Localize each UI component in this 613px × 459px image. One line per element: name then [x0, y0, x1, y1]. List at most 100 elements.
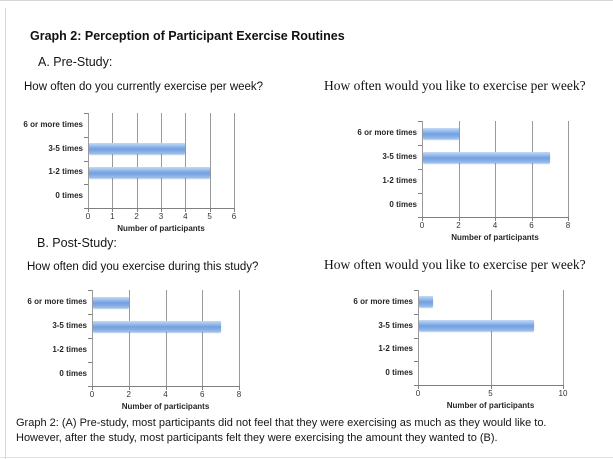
x-tick-label: 0	[85, 212, 91, 221]
gridline	[136, 113, 138, 208]
category-label: 1-2 times	[378, 344, 413, 354]
category-label: 3-5 times	[382, 152, 417, 161]
y-axis-line	[422, 121, 423, 217]
x-tick-mark	[209, 208, 211, 212]
x-axis-title: Number of participants	[121, 402, 210, 411]
x-axis-line	[92, 386, 240, 387]
y-axis-line	[92, 290, 93, 386]
category-label: 1-2 times	[48, 167, 83, 177]
category-label: 0 times	[59, 369, 87, 378]
x-tick-mark	[531, 217, 533, 221]
x-tick-label: 4	[183, 212, 188, 221]
gridline	[185, 113, 187, 208]
y-tick-mark	[84, 208, 88, 209]
x-tick-label: 4	[163, 390, 168, 399]
y-axis-line	[418, 290, 419, 385]
gridline	[495, 121, 496, 217]
gridline	[209, 113, 211, 208]
x-tick-label: 5	[207, 212, 212, 221]
category-label: 1-2 times	[52, 345, 87, 354]
x-tick-mark	[202, 386, 204, 390]
x-tick-label: 0	[415, 389, 421, 398]
post-desired-chart-title: How often would you like to exercise per…	[324, 257, 586, 272]
category-label: 0 times	[389, 200, 417, 209]
bar-6-or-more-times	[419, 296, 433, 308]
x-tick-label: 6	[231, 212, 237, 221]
gridline	[531, 121, 533, 217]
category-label: 6 or more times	[357, 128, 417, 137]
x-axis-title: Number of participants	[451, 233, 539, 242]
gridline	[239, 290, 240, 386]
x-tick-mark	[422, 217, 423, 221]
bar-6-or-more-times	[93, 296, 129, 308]
x-tick-mark	[234, 208, 235, 212]
gridline	[112, 113, 114, 208]
x-tick-mark	[495, 217, 496, 221]
x-tick-label: 8	[236, 390, 242, 399]
gridline	[165, 290, 167, 386]
category-label: 3-5 times	[378, 320, 413, 330]
y-tick-mark	[88, 386, 92, 387]
bar-6-or-more-times	[423, 127, 459, 139]
x-tick-label: 0	[89, 390, 95, 399]
bar-3-5-times	[423, 151, 550, 163]
category-label: 1-2 times	[382, 176, 417, 185]
x-tick-label: 10	[558, 389, 568, 398]
y-tick-mark	[414, 385, 418, 386]
y-tick-mark	[88, 314, 92, 315]
y-tick-mark	[84, 184, 88, 186]
x-tick-mark	[568, 217, 569, 221]
x-axis-title: Number of participants	[117, 224, 205, 233]
category-label: 6 or more times	[353, 296, 413, 306]
y-tick-mark	[414, 290, 418, 291]
gridline	[458, 121, 460, 217]
y-tick-mark	[84, 113, 88, 114]
x-tick-mark	[128, 386, 130, 390]
y-tick-mark	[88, 338, 92, 339]
x-tick-mark	[136, 208, 138, 212]
x-tick-label: 2	[456, 221, 461, 230]
x-axis-line	[418, 385, 564, 386]
y-tick-mark	[88, 290, 92, 291]
gridline	[563, 290, 564, 385]
x-tick-mark	[161, 208, 162, 212]
x-tick-mark	[563, 385, 564, 389]
y-tick-mark	[418, 193, 422, 194]
category-label: 6 or more times	[23, 119, 83, 129]
bar-3-5-times	[93, 320, 221, 332]
x-tick-label: 6	[529, 221, 534, 230]
x-tick-mark	[165, 386, 167, 390]
y-tick-mark	[84, 136, 88, 138]
y-tick-mark	[84, 160, 88, 162]
pre-current-chart-title: How often do you currently exercise per …	[24, 81, 264, 93]
x-axis-line	[422, 217, 569, 218]
x-tick-mark	[185, 208, 187, 212]
y-tick-mark	[414, 361, 418, 363]
x-tick-label: 2	[126, 390, 131, 399]
caption-line-1: Graph 2: (A) Pre-study, most participant…	[16, 417, 547, 429]
y-tick-mark	[418, 169, 422, 170]
caption-line-2: However, after the study, most participa…	[16, 432, 498, 444]
category-label: 0 times	[55, 191, 83, 201]
section-b-label: B. Post-Study:	[37, 236, 117, 250]
category-label: 3-5 times	[48, 143, 83, 153]
x-tick-mark	[418, 385, 419, 389]
bar-3-5-times	[419, 320, 534, 332]
x-tick-label: 6	[200, 390, 205, 399]
x-tick-label: 1	[110, 212, 115, 221]
category-label: 6 or more times	[27, 297, 87, 306]
gridline	[490, 290, 492, 385]
y-tick-mark	[418, 217, 422, 218]
x-axis-line	[88, 208, 235, 209]
bar-1-2-times	[89, 166, 210, 178]
x-tick-label: 3	[158, 212, 164, 221]
x-tick-mark	[490, 385, 492, 389]
x-tick-mark	[458, 217, 460, 221]
x-tick-mark	[92, 386, 93, 390]
y-tick-mark	[414, 337, 418, 339]
